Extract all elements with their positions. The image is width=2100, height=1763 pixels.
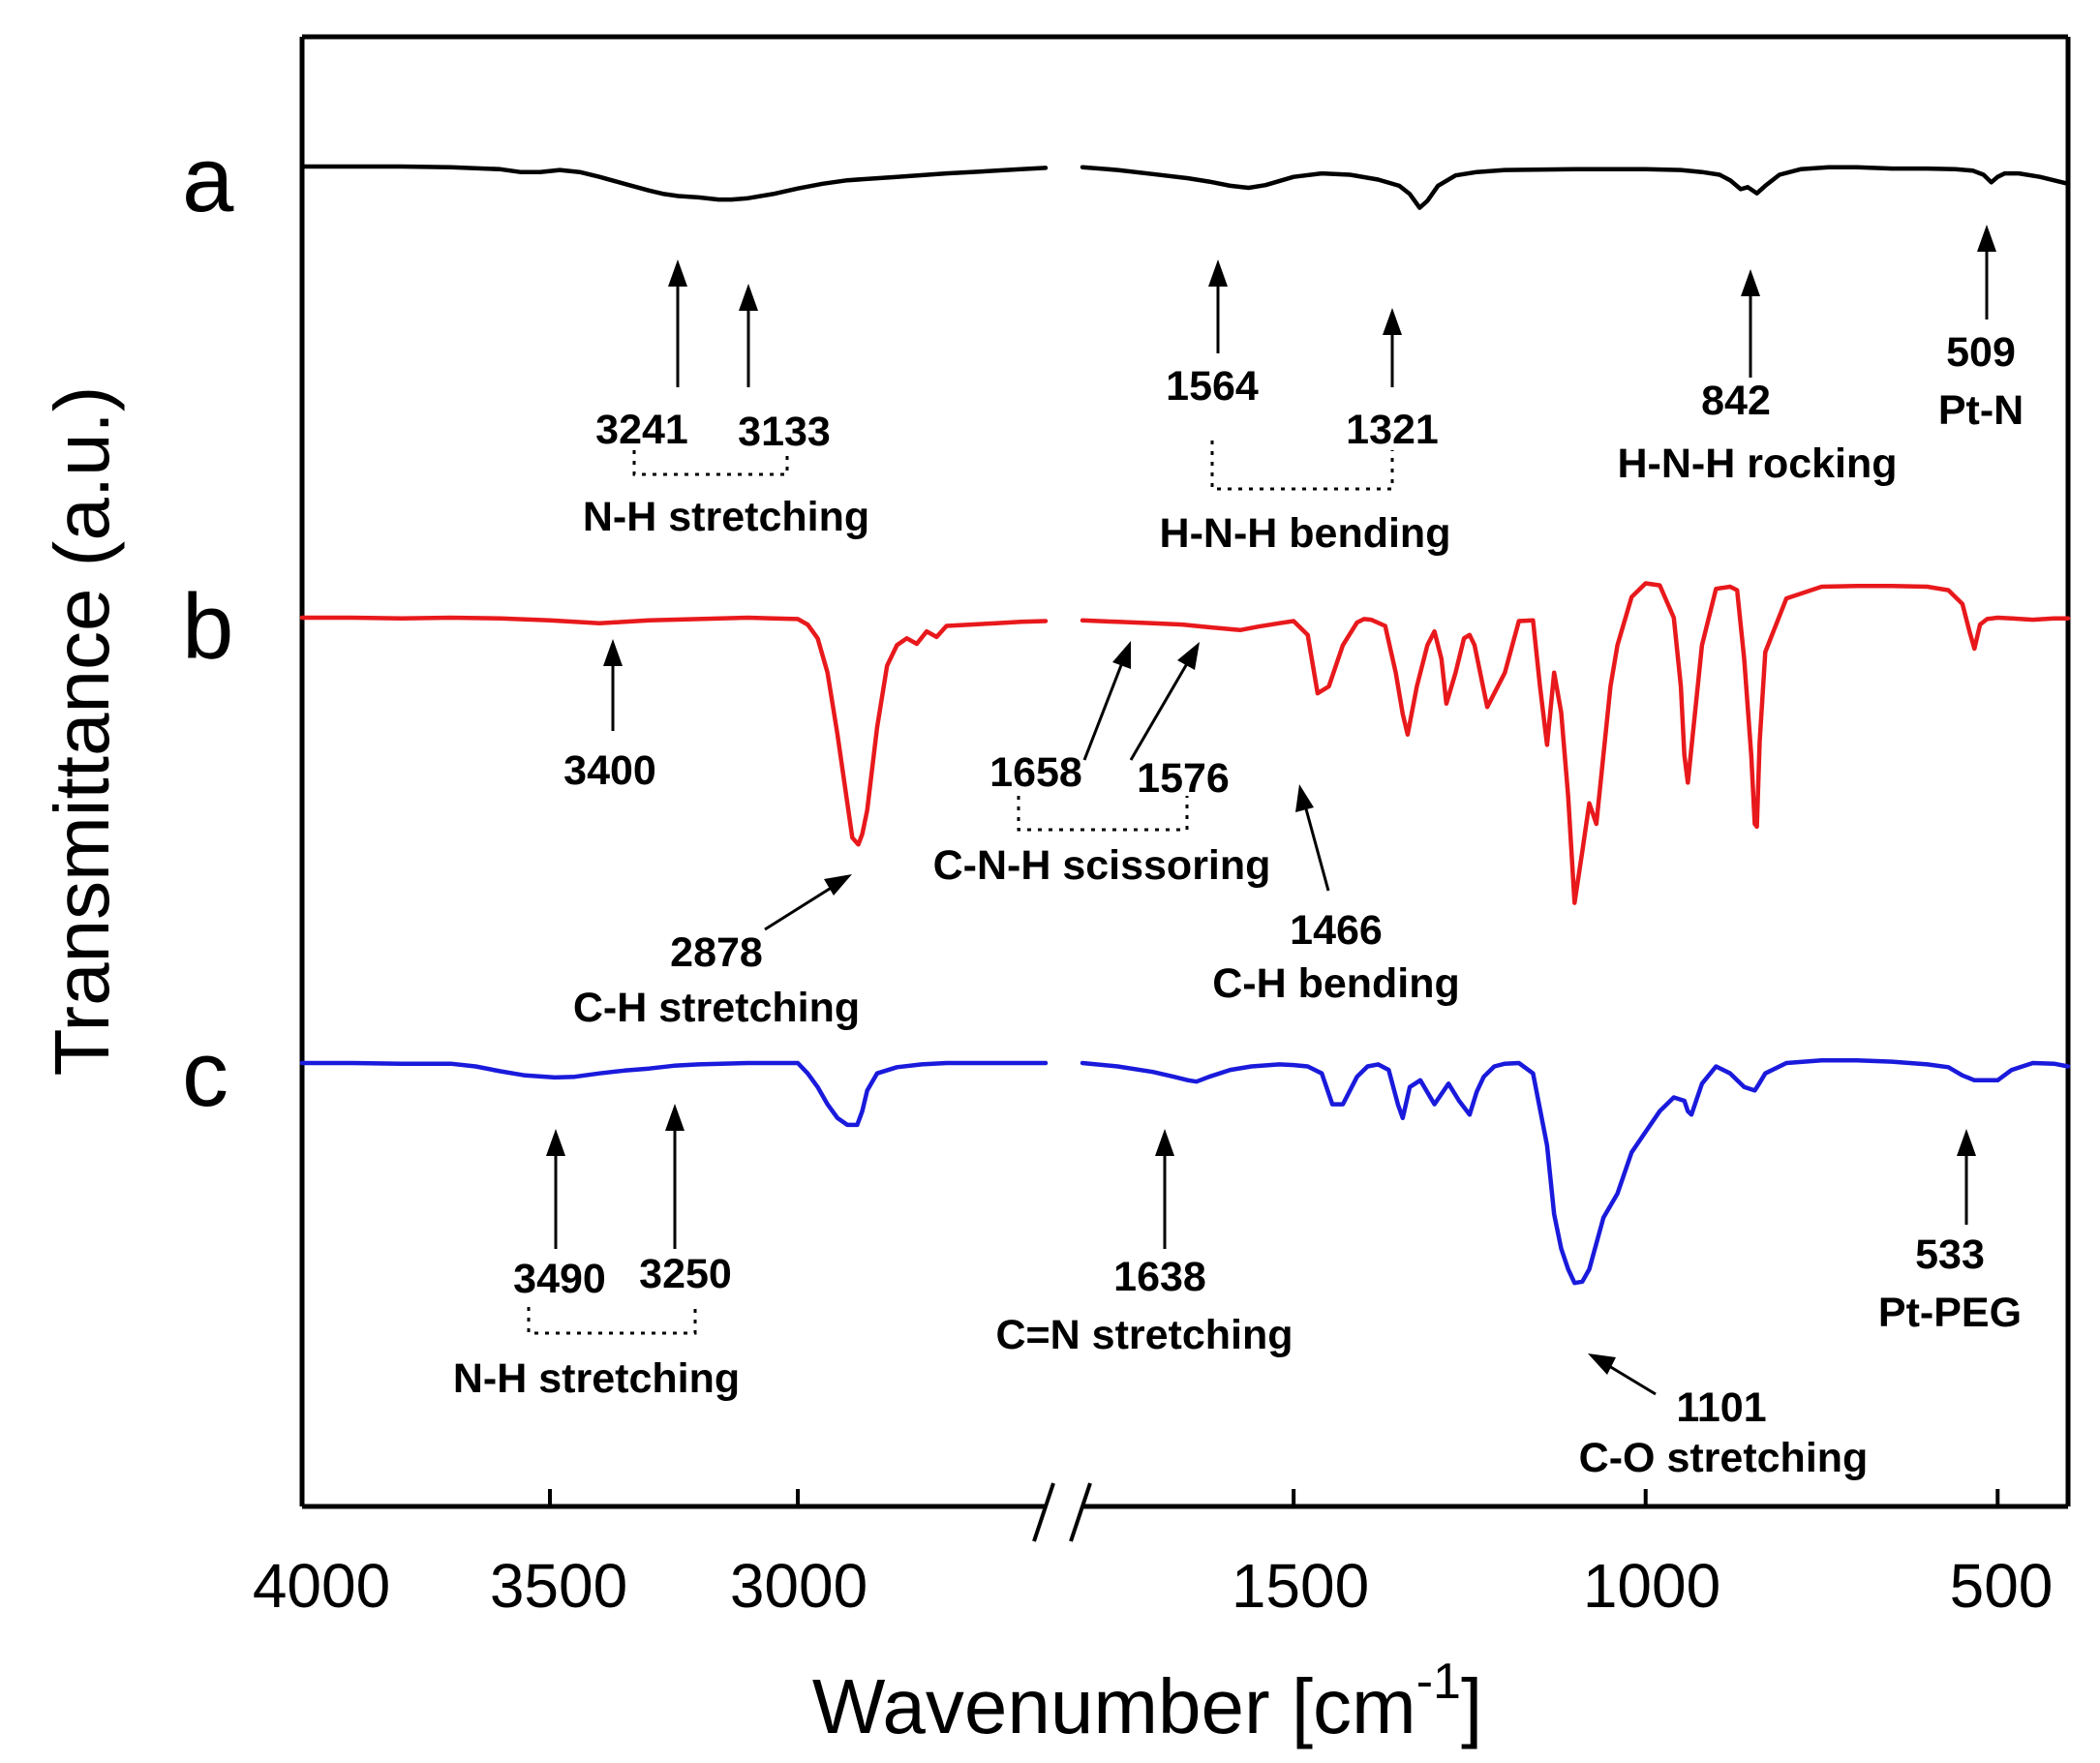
x-tick-label: 3000 <box>730 1551 867 1621</box>
x-axis-ticks: 4000 3500 3000 1500 1000 500 <box>253 1551 2054 1621</box>
peak-label: 509 <box>1946 329 2016 376</box>
peak-label: 1576 <box>1137 755 1230 802</box>
arrow-b-1466 <box>1303 805 1330 892</box>
series-c-line <box>299 1057 2071 1286</box>
arrowhead-icon <box>1957 1129 1976 1156</box>
arrowhead-icon <box>824 874 852 896</box>
arrowhead-icon <box>668 259 687 287</box>
arrowhead-icon <box>1177 642 1200 670</box>
arrowhead-icon <box>739 284 758 311</box>
assignment-label: H-N-H bending <box>1160 510 1451 557</box>
axis-break-mark <box>1032 1482 1055 1542</box>
peak-label: 533 <box>1915 1231 1985 1278</box>
peak-label: 1658 <box>989 749 1082 796</box>
peak-label: 1638 <box>1113 1254 1206 1300</box>
arrowhead-icon <box>1155 1129 1174 1156</box>
peak-label: 3490 <box>513 1256 606 1302</box>
axis-break-mark <box>1069 1482 1092 1542</box>
arrow-c-1101 <box>1608 1364 1657 1396</box>
bracket-a-nh <box>632 450 789 476</box>
arrowhead-icon <box>1977 225 1996 252</box>
arrowhead-icon <box>1741 269 1760 296</box>
assignment-label: C-H stretching <box>573 985 860 1031</box>
peak-label: 842 <box>1701 378 1771 424</box>
assignment-label: N-H stretching <box>453 1355 740 1402</box>
arrow-b-2878 <box>764 885 834 931</box>
assignment-label: C-O stretching <box>1579 1435 1869 1481</box>
assignment-label: N-H stretching <box>583 494 869 540</box>
arrowhead-icon <box>603 639 623 666</box>
assignment-label: Pt-PEG <box>1878 1290 2022 1336</box>
peak-label: 3133 <box>738 409 831 455</box>
arrowhead-icon <box>1208 259 1228 287</box>
assignment-label: C-H bending <box>1212 960 1460 1007</box>
series-b-line <box>299 581 2071 905</box>
x-tick-label: 4000 <box>253 1551 390 1621</box>
arrow-b-1576 <box>1129 659 1191 761</box>
arrowhead-icon <box>546 1129 565 1156</box>
annotation-arrows <box>546 225 1996 1396</box>
peak-label: 2878 <box>670 929 763 976</box>
assignment-label: Pt-N <box>1938 387 2024 434</box>
dotted-brackets <box>527 441 1394 1335</box>
peak-label: 1101 <box>1676 1384 1766 1431</box>
arrowhead-icon <box>1383 308 1402 335</box>
arrowhead-icon <box>1112 641 1131 669</box>
arrowhead-icon <box>665 1104 685 1131</box>
assignment-label: C=N stretching <box>995 1312 1293 1358</box>
series-label-c: c <box>182 1022 228 1126</box>
series-a-line <box>299 164 2071 210</box>
assignment-label: C-N-H scissoring <box>933 842 1271 889</box>
x-axis-title: Wavenumber [cm-1] <box>812 1654 1482 1749</box>
series-label-a: a <box>182 128 234 231</box>
peak-label: 1564 <box>1166 363 1259 410</box>
x-tick-label: 3500 <box>490 1551 627 1621</box>
spectra-group <box>299 164 2071 1286</box>
bracket-c-nh <box>527 1307 697 1335</box>
peak-label: 1321 <box>1346 407 1439 453</box>
x-tick-label: 1000 <box>1583 1551 1720 1621</box>
peak-label: 1466 <box>1290 907 1383 954</box>
series-label-b: b <box>182 575 233 679</box>
arrow-b-1658 <box>1082 659 1125 761</box>
assignment-label: H-N-H rocking <box>1617 441 1897 487</box>
peak-label: 3400 <box>563 747 656 794</box>
bracket-a-hnh <box>1210 441 1394 491</box>
arrowhead-icon <box>1295 784 1314 812</box>
peak-label: 3250 <box>639 1251 732 1297</box>
peak-label: 3241 <box>595 407 688 453</box>
arrowhead-icon <box>1588 1353 1616 1375</box>
y-axis-title: Transmittance (a.u.) <box>39 386 125 1077</box>
x-tick-label: 1500 <box>1232 1551 1369 1621</box>
bracket-b-cnh <box>1017 796 1189 832</box>
x-tick-label: 500 <box>1950 1551 2054 1621</box>
plot-frame <box>299 34 2071 1542</box>
annotation-labels: 3241 3133 N-H stretching 1564 1321 H-N-H… <box>453 329 2024 1481</box>
